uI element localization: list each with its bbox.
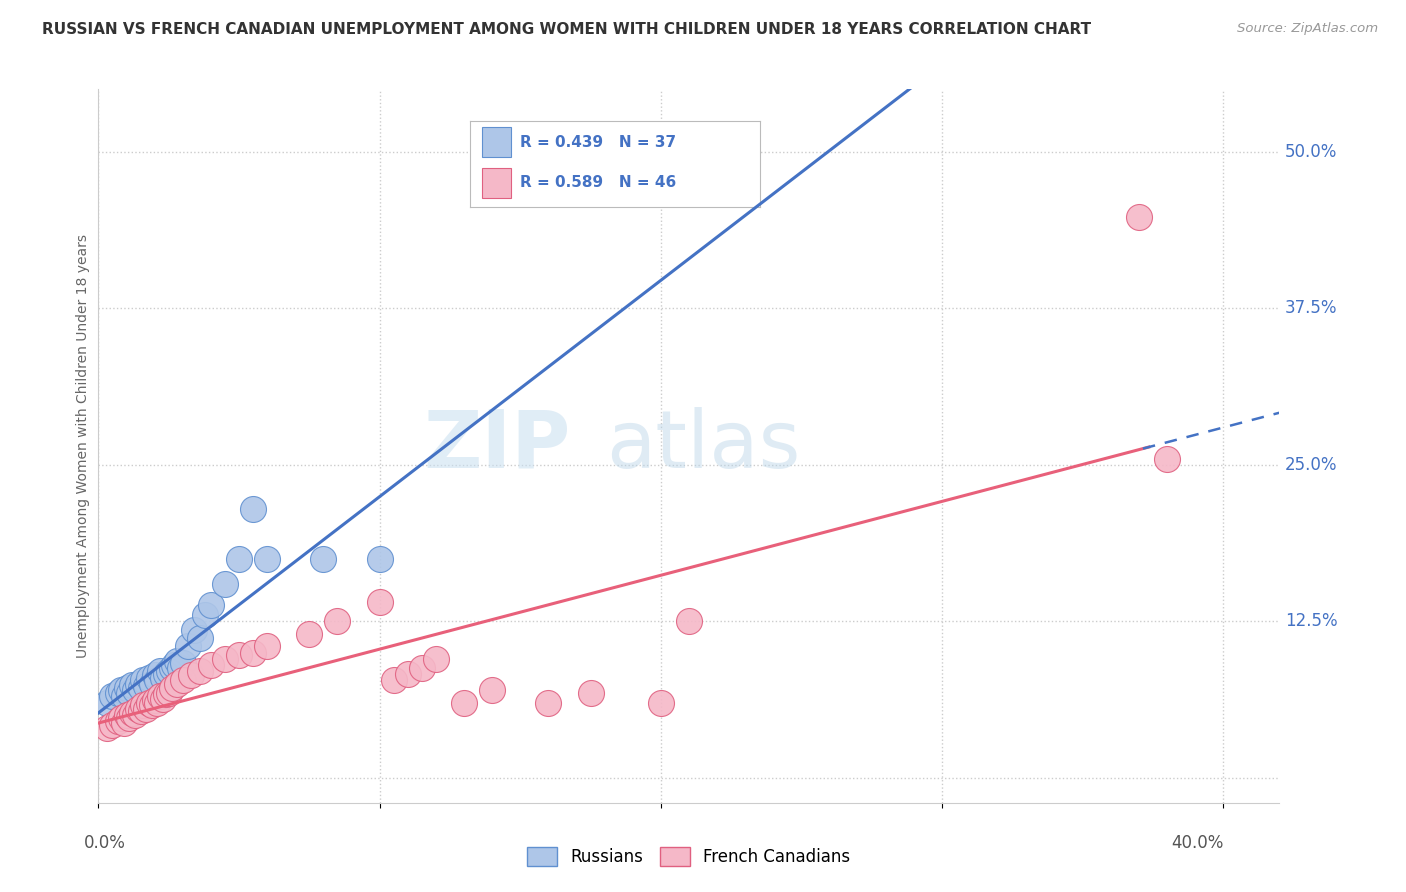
Point bbox=[242, 501, 264, 516]
Point bbox=[183, 623, 205, 637]
Point bbox=[166, 677, 188, 691]
Point bbox=[214, 576, 236, 591]
Point bbox=[172, 656, 194, 670]
Text: Source: ZipAtlas.com: Source: ZipAtlas.com bbox=[1237, 22, 1378, 36]
Point bbox=[149, 665, 172, 679]
Point bbox=[579, 685, 602, 699]
Point bbox=[678, 614, 700, 628]
Point bbox=[396, 666, 419, 681]
Point bbox=[107, 714, 129, 729]
Point bbox=[132, 673, 155, 687]
Point bbox=[200, 598, 222, 612]
Point bbox=[177, 640, 200, 654]
Point bbox=[149, 690, 172, 704]
Point bbox=[110, 683, 132, 698]
Point bbox=[160, 681, 183, 695]
Point bbox=[228, 551, 250, 566]
Point bbox=[298, 627, 321, 641]
Point bbox=[115, 708, 138, 723]
Point bbox=[146, 696, 169, 710]
Point bbox=[138, 671, 160, 685]
Point bbox=[155, 666, 177, 681]
Point bbox=[141, 677, 163, 691]
Point bbox=[157, 685, 180, 699]
Point bbox=[650, 696, 672, 710]
Point bbox=[129, 705, 152, 719]
Point bbox=[188, 631, 211, 645]
Text: 50.0%: 50.0% bbox=[1285, 143, 1337, 161]
Point bbox=[112, 690, 135, 704]
Point bbox=[101, 718, 124, 732]
Point bbox=[172, 673, 194, 687]
Point bbox=[1156, 451, 1178, 466]
Point bbox=[152, 692, 174, 706]
Point bbox=[194, 607, 217, 622]
Text: 40.0%: 40.0% bbox=[1171, 834, 1223, 852]
Point bbox=[160, 660, 183, 674]
Point bbox=[121, 706, 143, 720]
Point bbox=[169, 660, 191, 674]
Legend: Russians, French Canadians: Russians, French Canadians bbox=[520, 840, 858, 873]
Point bbox=[118, 711, 141, 725]
Point bbox=[155, 687, 177, 701]
Point bbox=[411, 660, 433, 674]
Text: 25.0%: 25.0% bbox=[1285, 456, 1337, 474]
Text: ZIP: ZIP bbox=[423, 407, 571, 485]
Text: 0.0%: 0.0% bbox=[84, 834, 127, 852]
Point bbox=[127, 702, 149, 716]
Point bbox=[135, 702, 157, 716]
Point bbox=[96, 721, 118, 735]
Text: 37.5%: 37.5% bbox=[1285, 300, 1337, 318]
Point bbox=[228, 648, 250, 662]
Point bbox=[138, 696, 160, 710]
Text: atlas: atlas bbox=[606, 407, 800, 485]
Text: RUSSIAN VS FRENCH CANADIAN UNEMPLOYMENT AMONG WOMEN WITH CHILDREN UNDER 18 YEARS: RUSSIAN VS FRENCH CANADIAN UNEMPLOYMENT … bbox=[42, 22, 1091, 37]
Point bbox=[256, 640, 278, 654]
Point bbox=[312, 551, 335, 566]
Point bbox=[101, 690, 124, 704]
Point bbox=[127, 677, 149, 691]
Point bbox=[382, 673, 405, 687]
Point bbox=[166, 654, 188, 668]
Point bbox=[326, 614, 349, 628]
Point bbox=[180, 668, 202, 682]
Point bbox=[124, 708, 146, 723]
Point bbox=[368, 551, 391, 566]
Text: 12.5%: 12.5% bbox=[1285, 612, 1337, 631]
Point bbox=[1128, 210, 1150, 224]
Point bbox=[242, 646, 264, 660]
Point bbox=[143, 693, 166, 707]
Point bbox=[481, 683, 503, 698]
Point bbox=[256, 551, 278, 566]
Point bbox=[112, 715, 135, 730]
Point bbox=[124, 683, 146, 698]
Point bbox=[214, 652, 236, 666]
Point bbox=[107, 685, 129, 699]
Point bbox=[143, 668, 166, 682]
Point bbox=[129, 681, 152, 695]
Point bbox=[537, 696, 560, 710]
Point bbox=[110, 711, 132, 725]
Point bbox=[146, 673, 169, 687]
Point bbox=[141, 698, 163, 713]
Point bbox=[368, 595, 391, 609]
Point bbox=[425, 652, 447, 666]
Point bbox=[163, 658, 186, 673]
Point bbox=[152, 671, 174, 685]
Point bbox=[115, 681, 138, 695]
Point bbox=[453, 696, 475, 710]
Point bbox=[188, 665, 211, 679]
Point bbox=[96, 696, 118, 710]
Point bbox=[135, 679, 157, 693]
Point bbox=[121, 678, 143, 692]
Point bbox=[132, 698, 155, 713]
Y-axis label: Unemployment Among Women with Children Under 18 years: Unemployment Among Women with Children U… bbox=[76, 234, 90, 658]
Point bbox=[157, 665, 180, 679]
Point bbox=[118, 685, 141, 699]
Point bbox=[200, 658, 222, 673]
